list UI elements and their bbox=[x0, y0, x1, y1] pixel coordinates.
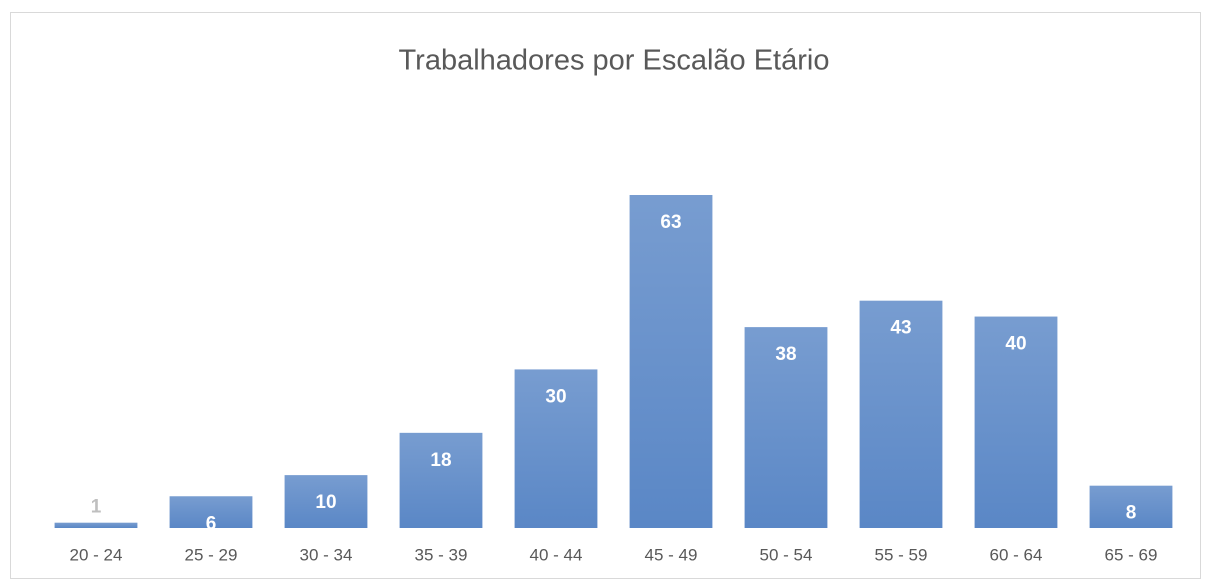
bar-sheen bbox=[169, 496, 253, 528]
bar-sheen bbox=[284, 475, 368, 528]
bar-sheen bbox=[54, 522, 138, 528]
bar-sheen bbox=[1089, 485, 1173, 528]
x-tick-label: 65 - 69 bbox=[1105, 545, 1158, 564]
data-label: 38 bbox=[775, 344, 796, 365]
bar-sheen bbox=[744, 327, 828, 528]
bar-sheen bbox=[629, 195, 713, 528]
bar-sheen bbox=[514, 369, 598, 528]
data-label: 8 bbox=[1126, 503, 1137, 524]
data-label: 1 bbox=[91, 497, 102, 518]
x-tick-label: 30 - 34 bbox=[300, 545, 353, 564]
x-tick-label: 35 - 39 bbox=[415, 545, 468, 564]
x-tick-label: 20 - 24 bbox=[70, 545, 123, 564]
x-tick-label: 50 - 54 bbox=[760, 545, 813, 564]
bar-sheen bbox=[859, 300, 943, 528]
x-tick-label: 60 - 64 bbox=[990, 545, 1043, 564]
x-tick-label: 55 - 59 bbox=[875, 545, 928, 564]
x-tick-label: 45 - 49 bbox=[645, 545, 698, 564]
chart-title: Trabalhadores por Escalão Etário bbox=[399, 45, 830, 77]
data-label: 30 bbox=[545, 386, 566, 407]
bar-sheen bbox=[974, 316, 1058, 528]
data-label: 40 bbox=[1005, 334, 1026, 355]
bar-sheen bbox=[399, 432, 483, 528]
data-label: 10 bbox=[315, 492, 336, 513]
data-label: 6 bbox=[206, 513, 217, 534]
x-tick-label: 25 - 29 bbox=[185, 545, 238, 564]
data-label: 63 bbox=[660, 212, 681, 233]
x-tick-label: 40 - 44 bbox=[530, 545, 583, 564]
data-label: 43 bbox=[890, 318, 911, 339]
data-label: 18 bbox=[430, 450, 451, 471]
